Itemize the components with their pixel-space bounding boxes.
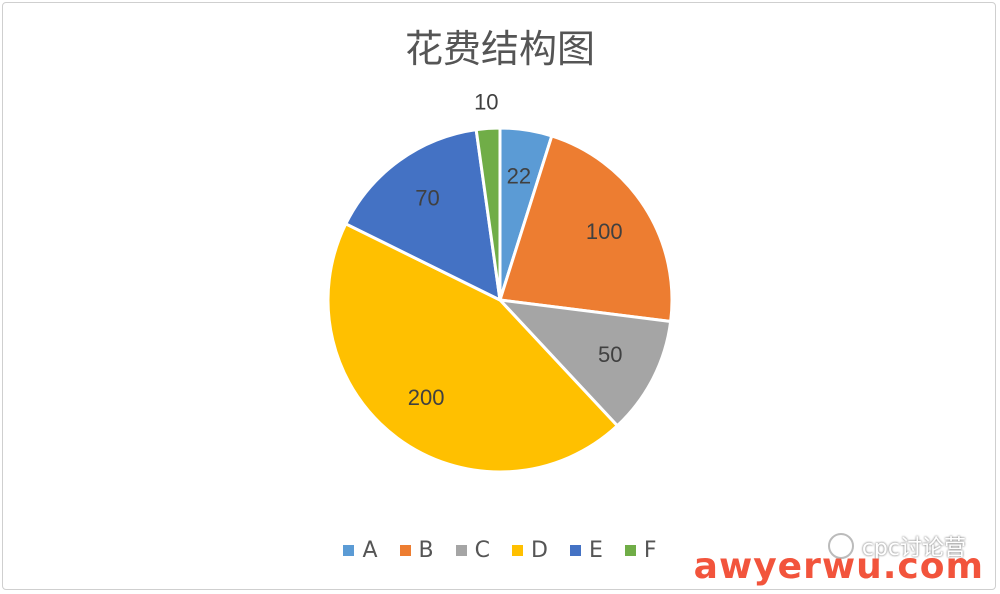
legend-label-d: D [531, 538, 548, 563]
legend-label-a: A [362, 538, 378, 563]
legend-item-d: D [512, 538, 548, 563]
legend: A B C D E F [0, 538, 1000, 563]
data-label-e: 70 [415, 185, 439, 210]
pie-slice-d [326, 221, 620, 474]
watermark-site: awyerwu.com [693, 546, 984, 587]
chart-title: 花费结构图 [404, 27, 595, 71]
legend-item-b: B [399, 538, 434, 563]
legend-swatch-d [512, 545, 523, 556]
data-label-b: 100 [586, 219, 623, 244]
legend-label-e: E [588, 538, 603, 563]
legend-item-a: A [343, 538, 378, 563]
pie-slice-c [496, 297, 673, 428]
wechat-icon [827, 533, 854, 559]
pie-slice-b [498, 134, 674, 324]
data-label-d: 200 [408, 385, 445, 410]
legend-label-b: B [418, 538, 434, 563]
pie-slice-e [343, 127, 502, 303]
legend-label-c: C [474, 538, 490, 563]
legend-swatch-c [455, 545, 467, 556]
data-label-a: 22 [507, 163, 531, 188]
pie-slice-f [474, 126, 502, 301]
legend-swatch-e [569, 545, 581, 556]
data-label-c: 50 [598, 342, 622, 367]
legend-label-f: F [643, 538, 657, 563]
data-label-f: 10 [474, 89, 498, 114]
legend-swatch-f [624, 545, 636, 556]
legend-item-e: E [569, 538, 603, 563]
legend-item-c: C [455, 538, 490, 563]
legend-swatch-b [399, 545, 411, 556]
legend-item-f: F [624, 538, 657, 563]
watermark-account: cpc讨论营 [861, 536, 966, 561]
watermark: cpc讨论营 [827, 530, 966, 562]
legend-swatch-a [343, 545, 355, 556]
